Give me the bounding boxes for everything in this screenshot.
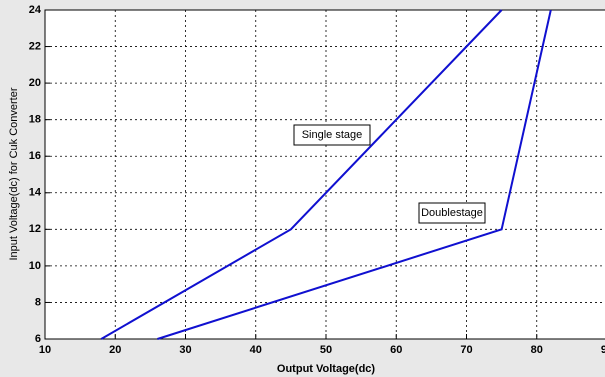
axes-frame (44, 9, 605, 340)
y-tick-label: 14 (29, 187, 42, 199)
annotation-box (418, 202, 486, 224)
x-tick-label: 90 (601, 344, 605, 356)
annotation-box (293, 124, 371, 146)
y-tick-label: 12 (29, 223, 41, 235)
x-tick-label: 60 (390, 344, 402, 356)
y-tick-label: 10 (29, 260, 41, 272)
y-tick-label: 22 (29, 40, 41, 52)
plot-area (45, 10, 605, 339)
x-tick-label: 70 (460, 344, 472, 356)
x-tick-label: 50 (320, 344, 332, 356)
x-tick-label: 20 (109, 344, 121, 356)
y-tick-label: 16 (29, 150, 41, 162)
annotation: Doublestage (421, 207, 483, 219)
y-tick-label: 8 (35, 296, 41, 308)
x-axis-label: Output Voltage(dc) (277, 363, 376, 375)
x-tick-label: 10 (39, 344, 51, 356)
annotation: Single stage (302, 129, 363, 141)
y-tick-label: 24 (29, 4, 42, 16)
y-tick-label: 20 (29, 77, 41, 89)
x-tick-label: 80 (531, 344, 543, 356)
x-tick-label: 30 (179, 344, 191, 356)
y-tick-label: 6 (35, 333, 41, 345)
y-tick-label: 18 (29, 114, 41, 126)
y-axis-label: Input Voltage(dc) for Cuk Converter (8, 87, 20, 260)
data-line (157, 9, 552, 340)
x-tick-label: 40 (250, 344, 262, 356)
data-line (100, 9, 503, 340)
